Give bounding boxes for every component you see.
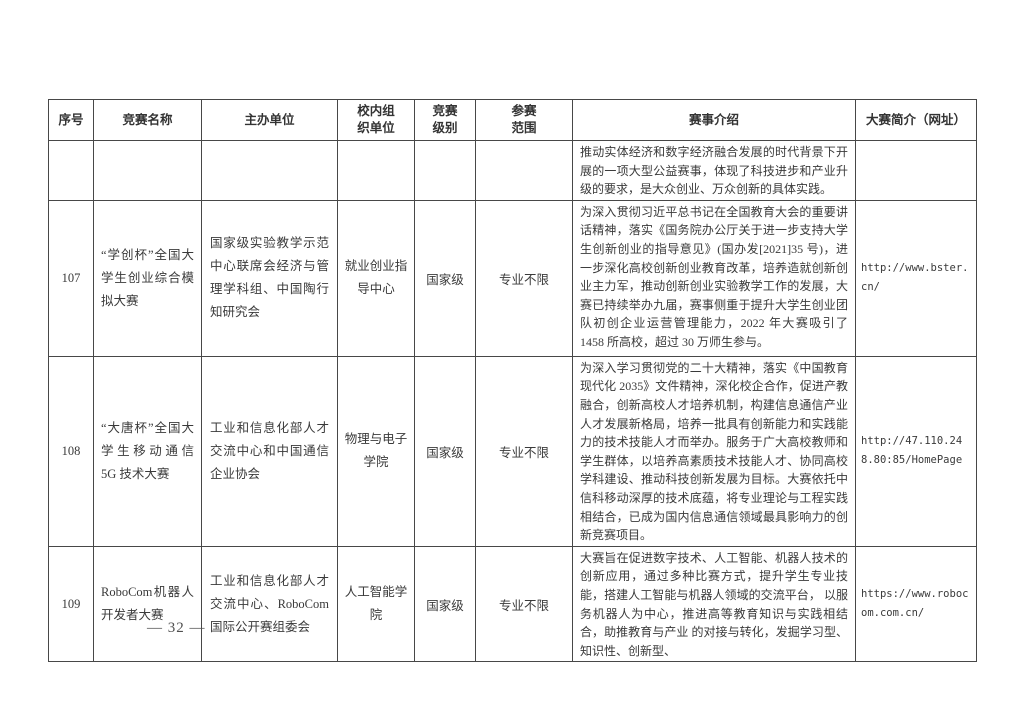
col-header-organizer: 主办单位 — [201, 99, 338, 141]
cell-competition-name: “大唐杯”全国大学生移动通信 5G 技术大赛 — [93, 355, 202, 547]
cell-organizer: 国家级实验教学示范中心联席会经济与管理学科组、中国陶行知研究会 — [201, 199, 338, 357]
table-row: 108 “大唐杯”全国大学生移动通信 5G 技术大赛 工业和信息化部人才交流中心… — [48, 355, 977, 547]
cell-level: 国家级 — [414, 355, 476, 547]
cell-campus-unit — [337, 140, 415, 201]
table-header-row: 序号 竞赛名称 主办单位 校内组 织单位 竞赛 级别 参赛 范围 赛事介绍 大赛… — [48, 99, 977, 141]
cell-url: http://www.bster.cn/ — [855, 199, 977, 357]
cell-organizer: 工业和信息化部人才交流中心和中国通信企业协会 — [201, 355, 338, 547]
cell-scope: 专业不限 — [475, 545, 573, 663]
page-number: — 32 — — [147, 620, 206, 636]
cell-intro: 推动实体经济和数字经济融合发展的时代背景下开展的一项大型公益赛事，体现了科技进步… — [572, 140, 856, 201]
cell-scope: 专业不限 — [475, 199, 573, 357]
cell-index: 107 — [48, 199, 94, 357]
cell-campus-unit: 就业创业指导中心 — [337, 199, 415, 357]
cell-competition-name: “学创杯”全国大学生创业综合模拟大赛 — [93, 199, 202, 357]
col-header-campus-unit: 校内组 织单位 — [337, 99, 415, 141]
col-header-level: 竞赛 级别 — [414, 99, 476, 141]
cell-scope: 专业不限 — [475, 355, 573, 547]
col-header-competition-name: 竞赛名称 — [93, 99, 202, 141]
cell-index: 108 — [48, 355, 94, 547]
table-row: 107 “学创杯”全国大学生创业综合模拟大赛 国家级实验教学示范中心联席会经济与… — [48, 199, 977, 357]
cell-url — [855, 140, 977, 201]
cell-index — [48, 140, 94, 201]
col-header-intro: 赛事介绍 — [572, 99, 856, 141]
competition-table: 序号 竞赛名称 主办单位 校内组 织单位 竞赛 级别 参赛 范围 赛事介绍 大赛… — [48, 99, 977, 663]
cell-level: 国家级 — [414, 545, 476, 663]
cell-index: 109 — [48, 545, 94, 663]
cell-organizer — [201, 140, 338, 201]
cell-intro: 为深入学习贯彻党的二十大精神，落实《中国教育现代化 2035》文件精神，深化校企… — [572, 355, 856, 547]
cell-campus-unit: 人工智能学院 — [337, 545, 415, 663]
cell-intro: 为深入贯彻习近平总书记在全国教育大会的重要讲话精神，落实《国务院办公厅关于进一步… — [572, 199, 856, 357]
cell-level: 国家级 — [414, 199, 476, 357]
table-row: 推动实体经济和数字经济融合发展的时代背景下开展的一项大型公益赛事，体现了科技进步… — [48, 140, 977, 201]
cell-level — [414, 140, 476, 201]
col-header-url: 大赛简介（网址） — [855, 99, 977, 141]
cell-organizer: 工业和信息化部人才交流中心、RoboCom 国际公开赛组委会 — [201, 545, 338, 663]
cell-url: http://47.110.248.80:85/HomePage — [855, 355, 977, 547]
cell-url: https://www.robocom.com.cn/ — [855, 545, 977, 663]
cell-campus-unit: 物理与电子学院 — [337, 355, 415, 547]
table-row: 109 RoboCom机器人开发者大赛 工业和信息化部人才交流中心、RoboCo… — [48, 545, 977, 663]
cell-competition-name — [93, 140, 202, 201]
cell-intro: 大赛旨在促进数字技术、人工智能、机器人技术的创新应用，通过多种比赛方式，提升学生… — [572, 545, 856, 663]
cell-competition-name: RoboCom机器人开发者大赛 — [93, 545, 202, 663]
col-header-index: 序号 — [48, 99, 94, 141]
col-header-scope: 参赛 范围 — [475, 99, 573, 141]
cell-scope — [475, 140, 573, 201]
